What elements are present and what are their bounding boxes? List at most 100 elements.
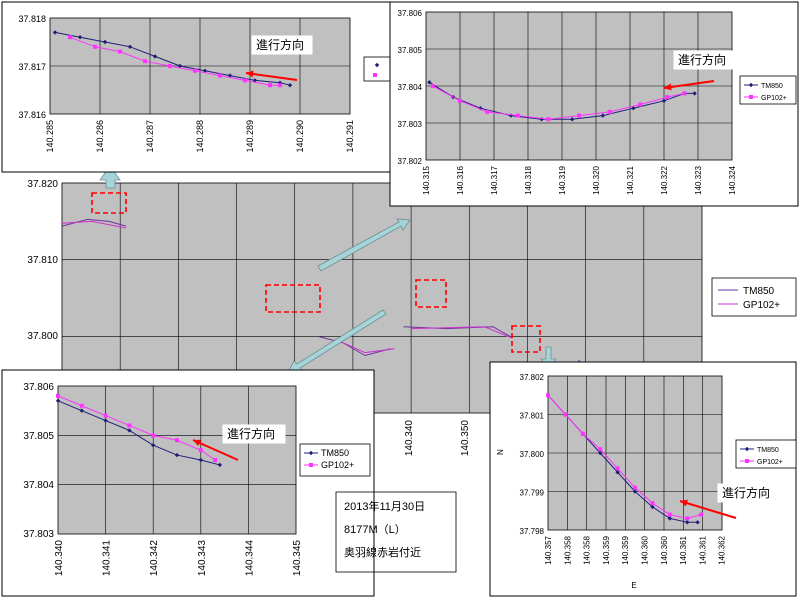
inset-br-point-tm [695,520,700,525]
inset-tr-arrow-shaft [663,80,715,89]
inset-tl-xtick: 140.285 [45,120,55,153]
inset-tr-point-tm [600,113,605,118]
inset-bl-point-tm [174,452,180,458]
main-ytick: 37.800 [27,331,58,342]
main-track-1 [334,338,395,354]
inset-tr-xtick: 140.315 [422,165,431,194]
inset-bl-ytick: 37.803 [23,529,54,540]
inset-tl-point-tm [287,83,293,88]
inset-tr-xtick: 140.321 [626,165,635,194]
inset-bl-point-tm [151,443,156,448]
inset-bl-legend-box [299,443,371,477]
inset-br-xtick: 140.362 [718,535,727,564]
inset-bl-point-tm [217,462,223,468]
inset-br-arrow-shaft [679,500,737,519]
inset-tr-xtick: 140.317 [490,165,499,194]
inset-br-xtick: 140.361 [698,535,707,564]
inset-tr-point-tm [570,117,575,122]
main-track-1 [411,326,513,339]
inset-br-legend-marker [744,446,750,452]
inset-br-point-gp [580,431,585,436]
inset-br-xtick: 140.360 [641,535,650,564]
inset-tr-ytick: 37.806 [398,9,423,18]
main-xtick: 140.350 [460,420,471,457]
inset-tl-point-gp [68,35,72,40]
inset-tr-xtick: 140.323 [694,165,703,194]
inset-bl-xtick: 140.345 [292,540,303,577]
main-legend-box [711,277,797,317]
inset-br-point-gp [667,512,672,517]
inset-tr-point-tm [692,91,697,96]
inset-tr-point-gp [430,84,435,88]
inset-tr-xtick: 140.320 [592,165,601,194]
inset-bl-point-tm [79,408,84,413]
inset-tr-point-tm [539,117,544,122]
inset-tl-point-tm [127,44,133,49]
inset-br-point-gp [598,447,603,452]
inset-bl-point-gp [103,413,108,418]
inset-br-annotation-box [717,483,781,503]
inset-bl-series-line-1 [57,395,216,461]
inset-bl-ytick: 37.804 [23,480,54,491]
inset-br-ytick: 37.798 [520,527,545,536]
inset-bl-ytick: 37.805 [23,431,54,442]
inset-br-ylabel: N [496,449,505,455]
inset-bl-point-gp [198,448,203,453]
inset-tl-annotation: 進行方向 [256,37,304,52]
inset-tr-point-tm [631,106,636,111]
inset-tl-xtick: 140.289 [245,120,255,153]
inset-tr-ytick: 37.802 [398,157,423,166]
inset-tl-point-gp [193,68,197,73]
inset-br-xlabel: E [631,581,636,590]
inset-br-xtick: 140.358 [583,535,592,564]
inset-bl-arrow-head [193,439,201,447]
inset-br-point-tm [632,489,638,494]
inset-br-xtick: 140.359 [602,535,611,564]
main-legend-label: GP102+ [743,300,780,311]
inset-br-point-tm [598,450,603,456]
inset-br-point-tm [615,470,620,475]
inset-br-legend-box [735,439,797,469]
inset-tr-legend-label: TM850 [761,83,783,90]
inset-br-ytick: 37.800 [520,450,545,459]
inset-br-legend-marker [745,459,749,463]
note-line-location: 奥羽線赤岩付近 [344,547,421,559]
inset-br-xtick: 140.359 [621,535,630,564]
inset-bl-point-gp [175,438,179,443]
inset-tl-point-tm [52,30,58,35]
inset-tr-point-gp [638,102,643,107]
inset-tr-xtick: 140.316 [456,165,465,194]
inset-tl-point-gp [243,78,247,83]
inset-tr-point-tm [478,106,483,111]
note-box: 2013年11月30日 8177M（L） 奥羽線赤岩付近 [336,492,456,572]
inset-tl-xtick: 140.291 [345,120,355,153]
inset-tl-point-gp [93,44,97,49]
inset-br-point-gp [615,466,620,471]
inset-br-point-tm [667,516,672,521]
inset-br-ytick: 37.801 [520,412,545,421]
main-legend-label: TM850 [743,286,775,297]
inset-br-legend-label: GP102+ [757,459,783,466]
inset-tl-ytick: 37.817 [18,62,46,72]
inset-tl-point-tm [152,54,158,59]
inset-bl-series-line-0 [57,400,220,466]
connector-arrow-right [317,218,411,272]
note-frame [335,491,457,573]
inset-tl-legend-marker [374,62,380,68]
inset-tl-point-gp [168,64,172,68]
inset-tl-point-tm [227,73,233,78]
inset-bl-point-gp [79,403,84,408]
inset-bl-plot-area [57,385,297,535]
inset-bl-annotation-box [222,424,286,444]
inset-bl-annotation: 進行方向 [227,426,275,441]
inset-br-ytick: 37.802 [520,373,545,382]
main-ytick: 37.820 [27,179,58,190]
inset-tr-annotation-box [673,50,737,70]
inset-tr-ytick: 37.804 [398,83,423,92]
inset-tr-point-gp [577,113,581,118]
inset-bl-ytick: 37.806 [23,382,54,393]
inset-br-annotation: 進行方向 [722,485,770,500]
inset-bl-point-gp [213,458,218,462]
inset-bl-point-gp [127,423,132,428]
inset-tr-point-gp [607,109,612,114]
